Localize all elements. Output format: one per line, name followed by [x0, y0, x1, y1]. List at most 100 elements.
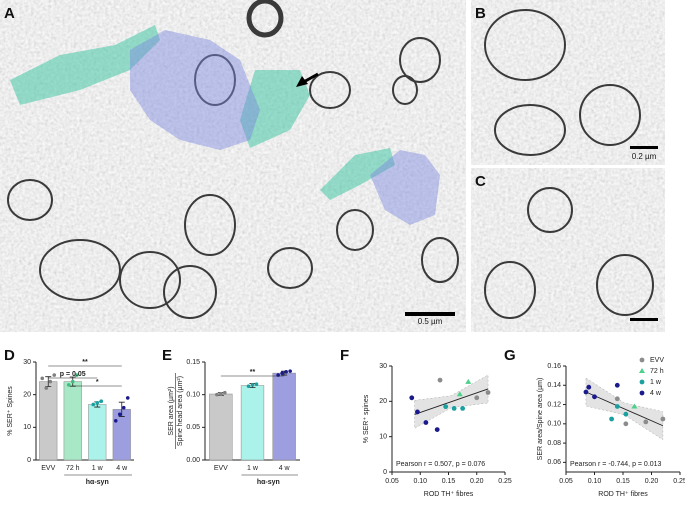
- data-point: [246, 384, 251, 388]
- x-tick-label: 4 w: [279, 465, 291, 472]
- bar: [209, 393, 233, 461]
- panel-label: D: [4, 347, 15, 364]
- significance-label: p = 0.05: [60, 371, 86, 378]
- x-tick-label: 0.20: [470, 478, 484, 485]
- x-axis-label: ROD TH⁺ fibres: [424, 491, 474, 498]
- data-point: [643, 419, 649, 425]
- y-tick-label: 30: [23, 359, 31, 366]
- data-point: [125, 396, 130, 400]
- x-tick-label: EVV: [214, 465, 228, 472]
- data-point: [70, 379, 75, 384]
- bar: [240, 385, 265, 461]
- bar: [63, 381, 82, 461]
- x-tick-label: 0.25: [498, 478, 512, 485]
- data-point: [631, 403, 638, 409]
- x-tick-label: 1 w: [247, 465, 259, 472]
- significance-label: *: [96, 379, 99, 386]
- data-point: [40, 376, 45, 381]
- data-point: [474, 395, 480, 401]
- data-point: [443, 404, 449, 410]
- y-tick-label: 10: [379, 434, 387, 441]
- data-point: [99, 399, 104, 404]
- legend-label: 1 w: [650, 379, 662, 386]
- micrograph-a: [0, 0, 466, 332]
- legend-label: 72 h: [650, 368, 664, 375]
- data-point: [586, 384, 592, 390]
- significance-label: **: [82, 359, 88, 366]
- bar: [39, 381, 58, 461]
- significance-label: **: [250, 369, 256, 376]
- group-label: hα-syn: [257, 479, 280, 486]
- y-axis-label: SER area/Spine area (µm): [537, 378, 544, 461]
- panel-label: E: [162, 347, 172, 364]
- bar: [88, 404, 107, 461]
- y-tick-label: 0.06: [547, 459, 561, 466]
- x-tick-label: EVV: [41, 465, 55, 472]
- y-tick-label: 0.16: [547, 363, 561, 370]
- data-point: [451, 406, 457, 411]
- data-point: [485, 390, 491, 395]
- x-tick-label: 0.05: [385, 478, 399, 485]
- legend-marker: [639, 379, 645, 385]
- panel-label: F: [340, 347, 349, 364]
- y-tick-label: 0.15: [186, 359, 200, 366]
- y-tick-label: 0.00: [186, 457, 200, 464]
- scale-bar-label: 0.5 µm: [418, 317, 443, 326]
- annotation: Pearson r = 0.507, p = 0.076: [396, 461, 485, 468]
- micrograph-c: [471, 168, 665, 332]
- x-tick-label: 0.20: [645, 478, 659, 485]
- data-point: [592, 394, 597, 400]
- y-axis-label: SER area (µm²): [168, 386, 175, 435]
- data-point: [465, 378, 472, 384]
- y-tick-label: 0: [383, 469, 387, 476]
- x-tick-label: 0.10: [413, 478, 427, 485]
- x-tick-label: 0.25: [673, 478, 685, 485]
- x-tick-label: 0.15: [442, 478, 456, 485]
- data-point: [95, 401, 100, 405]
- bar: [112, 409, 131, 461]
- y-tick-label: 0.08: [547, 440, 561, 447]
- annotation: Pearson r = -0.744, p = 0.013: [570, 461, 662, 468]
- data-point: [254, 382, 259, 387]
- y-tick-label: 20: [23, 392, 31, 399]
- data-point: [280, 371, 284, 375]
- trend-line: [414, 388, 489, 415]
- data-point: [614, 396, 620, 402]
- trend-line: [585, 391, 664, 427]
- legend-marker: [639, 390, 645, 396]
- data-point: [91, 402, 96, 407]
- y-tick-label: 10: [23, 424, 31, 431]
- data-point: [609, 416, 614, 422]
- error-bar: [118, 401, 125, 417]
- data-point: [623, 421, 629, 427]
- x-tick-label: 0.10: [588, 478, 602, 485]
- data-point: [415, 409, 420, 415]
- x-tick-label: 4 w: [116, 465, 128, 472]
- x-axis-label: ROD TH⁺ fibres: [598, 491, 648, 498]
- y-tick-label: 0: [27, 457, 31, 464]
- micrograph-b: [471, 0, 665, 165]
- data-point: [423, 420, 429, 425]
- y-tick-label: 0.10: [186, 392, 200, 399]
- data-point: [219, 392, 223, 396]
- y-tick-label: 30: [379, 363, 387, 370]
- data-point: [456, 391, 463, 397]
- y-axis-label: % SER⁺ Spines: [7, 386, 14, 436]
- x-tick-label: 0.05: [559, 478, 573, 485]
- data-point: [614, 382, 620, 388]
- data-point: [250, 383, 255, 387]
- data-point: [284, 370, 288, 374]
- panel-label: G: [504, 347, 516, 364]
- data-point: [614, 404, 620, 409]
- y-tick-label: 0.05: [186, 424, 200, 431]
- data-point: [437, 377, 443, 383]
- data-point: [460, 406, 466, 411]
- panel-label: C: [475, 173, 486, 190]
- y-tick-label: 0.14: [547, 382, 561, 389]
- data-point: [223, 390, 227, 395]
- panel-label: A: [4, 5, 15, 22]
- data-point: [117, 412, 122, 417]
- data-point: [66, 383, 71, 387]
- data-point: [276, 373, 280, 377]
